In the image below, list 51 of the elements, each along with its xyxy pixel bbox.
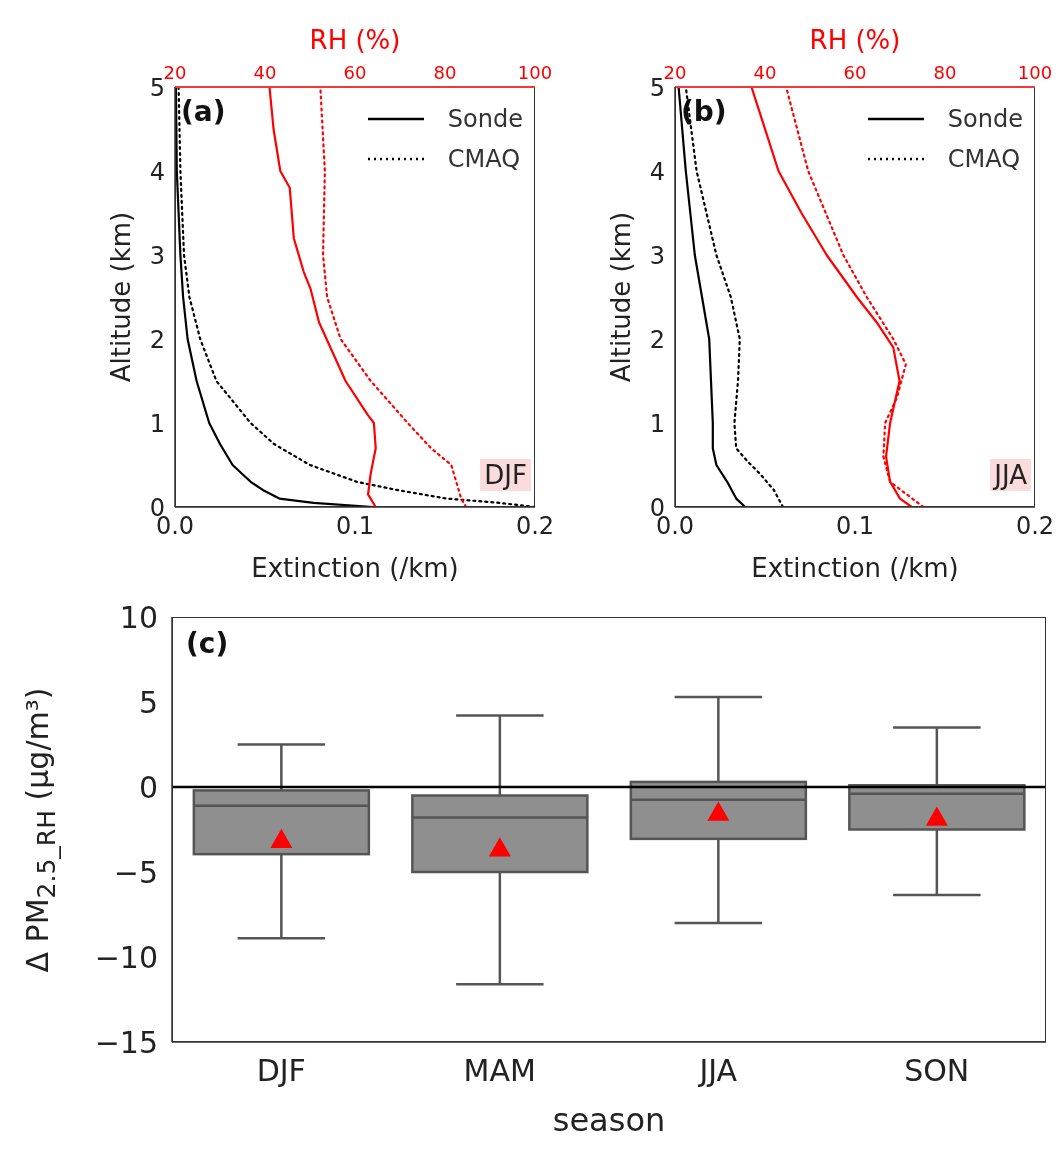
x-axis-title: Extinction (/km) bbox=[751, 553, 959, 583]
annotation: DJF bbox=[480, 459, 531, 491]
x2-tick-label: 80 bbox=[933, 62, 957, 83]
x-tick-label: 0.2 bbox=[1015, 512, 1055, 541]
x2-tick-label: 60 bbox=[343, 62, 367, 83]
annotation: JJA bbox=[990, 459, 1031, 491]
y-axis-title: Altitude (km) bbox=[606, 211, 636, 383]
y-tick-label: 5 bbox=[138, 684, 158, 720]
y-axis-title: Altitude (km) bbox=[106, 211, 136, 383]
x2-tick-label: 100 bbox=[517, 62, 553, 83]
y-tick-label: −10 bbox=[94, 939, 158, 975]
x-tick-label: 0.1 bbox=[335, 512, 375, 541]
y-tick-label: 2 bbox=[149, 325, 165, 354]
x2-tick-label: 100 bbox=[1017, 62, 1053, 83]
y-tick-label: 10 bbox=[119, 599, 158, 635]
annotation: (b) bbox=[681, 95, 727, 128]
x2-tick-label: 40 bbox=[753, 62, 777, 83]
x2-tick-label: 40 bbox=[253, 62, 277, 83]
y-tick-label: 4 bbox=[149, 157, 165, 186]
x-tick-label: 0.1 bbox=[835, 512, 875, 541]
y-tick-label: 3 bbox=[149, 241, 165, 270]
legend-label: CMAQ bbox=[947, 145, 1021, 173]
annotation: (a) bbox=[181, 95, 226, 128]
legend-label: Sonde bbox=[947, 105, 1023, 133]
annotation: (c) bbox=[186, 627, 229, 660]
y-tick-label: 2 bbox=[649, 325, 665, 354]
x2-tick-label: 20 bbox=[663, 62, 687, 83]
x-tick-label: MAM bbox=[463, 1053, 536, 1089]
legend-label: CMAQ bbox=[447, 145, 521, 173]
x-axis-title: Extinction (/km) bbox=[251, 553, 459, 583]
x-tick-label: 0.2 bbox=[515, 512, 555, 541]
y-tick-label: 3 bbox=[649, 241, 665, 270]
y-tick-label: −15 bbox=[94, 1024, 158, 1060]
y-tick-label: 5 bbox=[149, 73, 165, 102]
y-tick-label: 1 bbox=[649, 409, 665, 438]
x2-axis-title: RH (%) bbox=[309, 25, 401, 55]
y-tick-label: 0 bbox=[138, 769, 158, 805]
y-tick-label: 5 bbox=[649, 73, 665, 102]
y-tick-label: −5 bbox=[113, 854, 158, 890]
legend-label: Sonde bbox=[447, 105, 523, 133]
x-tick-label: JJA bbox=[697, 1053, 738, 1089]
x-tick-label: SON bbox=[904, 1053, 970, 1089]
line-series bbox=[684, 87, 785, 507]
x2-tick-label: 80 bbox=[433, 62, 457, 83]
y-tick-label: 1 bbox=[149, 409, 165, 438]
x-axis-title: season bbox=[552, 1101, 666, 1139]
x2-tick-label: 20 bbox=[163, 62, 187, 83]
y-tick-label: 4 bbox=[649, 157, 665, 186]
x2-axis-title: RH (%) bbox=[809, 25, 901, 55]
x-tick-label: DJF bbox=[256, 1053, 306, 1089]
x2-tick-label: 60 bbox=[843, 62, 867, 83]
